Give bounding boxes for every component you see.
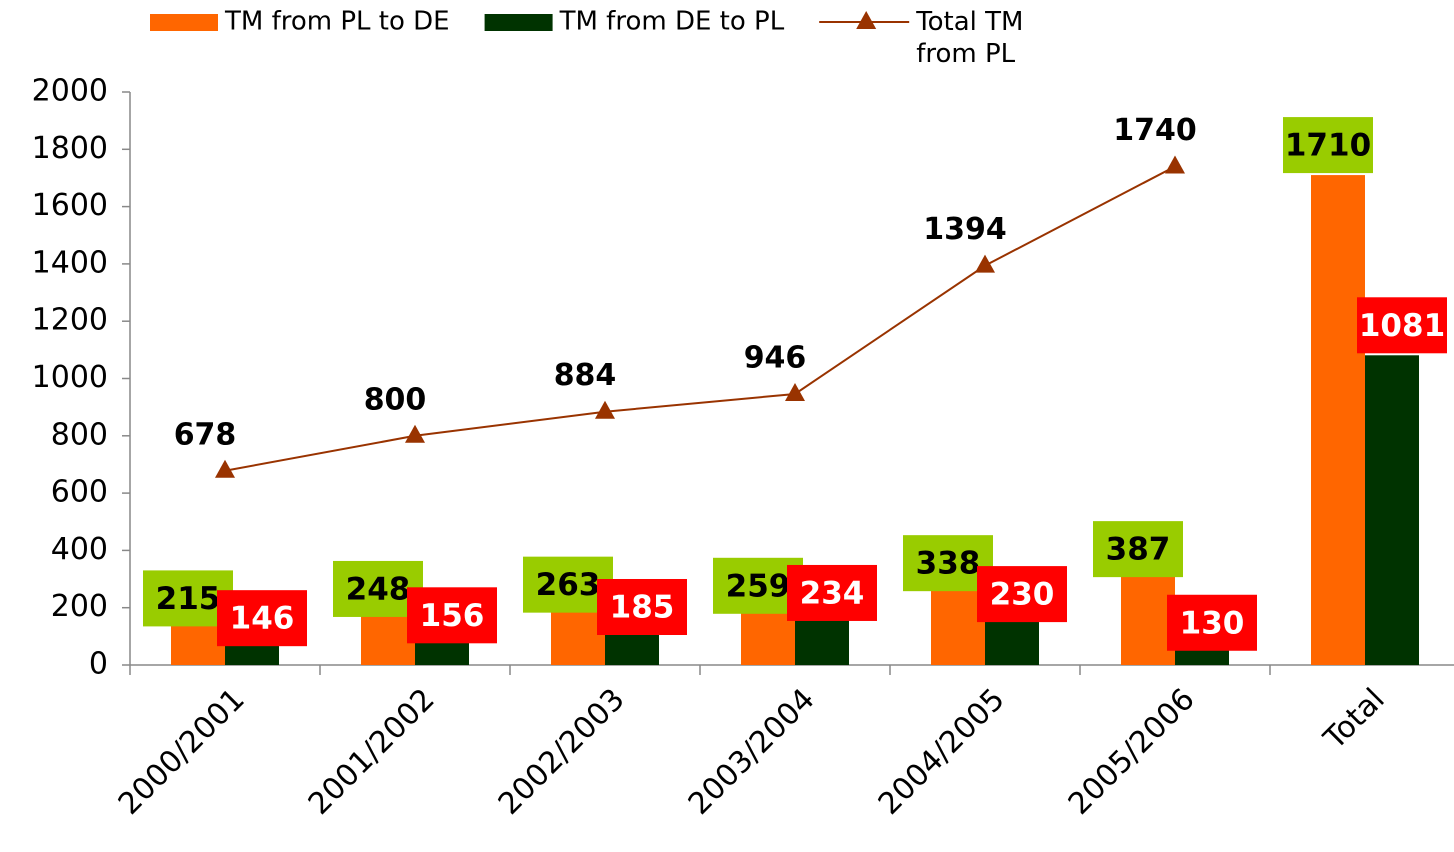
data-label: 130 [1180,605,1245,641]
line-marker [405,424,425,443]
data-label-box [217,590,307,647]
y-tick-label: 800 [51,417,108,452]
data-label: 946 [744,340,807,375]
y-tick-label: 400 [51,532,108,567]
legend-label: TM from PL to DE [224,7,450,37]
y-tick-label: 200 [51,589,108,624]
data-label-box [1167,594,1257,651]
data-label: 1081 [1359,308,1445,344]
data-label: 800 [364,382,427,417]
data-label-box [787,564,877,621]
data-label: 1740 [1113,113,1197,148]
data-label: 185 [610,589,675,625]
bar [1365,355,1419,665]
line-marker [1165,155,1185,174]
y-tick-label: 0 [89,647,108,682]
data-label: 234 [800,575,865,611]
y-tick-label: 1200 [32,303,108,338]
x-tick-label: 2004/2005 [872,682,1012,822]
data-label: 884 [554,358,617,393]
data-label: 230 [990,577,1055,613]
legend-item: Total TM from PL [819,7,1024,69]
legend-swatch [150,14,218,31]
x-tick-label: 2000/2001 [112,682,252,822]
data-label: 156 [420,598,485,634]
data-label-box [1357,297,1447,354]
y-tick-label: 1400 [32,245,108,280]
data-label: 1394 [923,212,1007,247]
data-label: 215 [156,581,221,617]
data-label: 263 [536,567,601,603]
y-tick-label: 600 [51,475,108,510]
y-tick-label: 1600 [32,188,108,223]
y-tick-label: 2000 [32,74,108,109]
data-label: 259 [726,568,791,604]
x-tick-label: Total [1317,682,1392,757]
legend-item: TM from DE to PL [484,7,785,37]
data-label-box [977,566,1067,623]
legend-swatch [484,14,553,31]
legend-item: TM from PL to DE [150,7,450,37]
legend-marker [856,11,877,29]
data-label-box [597,578,687,635]
line-marker [975,254,995,273]
line-marker [595,400,615,419]
line-marker [215,459,235,478]
data-label: 1710 [1285,128,1371,164]
line [224,165,1176,472]
legend-label: TM from DE to PL [559,7,785,37]
data-label: 387 [1106,532,1171,568]
data-label-box [1283,117,1373,174]
x-tick-label: 2003/2004 [682,682,822,822]
data-label: 248 [346,571,411,607]
x-tick-label: 2001/2002 [302,682,442,822]
x-tick-label: 2005/2006 [1062,682,1202,822]
data-label: 338 [916,546,981,582]
line-marker [785,382,805,401]
data-label: 146 [230,601,295,637]
data-label-box [1093,521,1183,578]
y-tick-label: 1800 [32,131,108,166]
x-tick-label: 2002/2003 [492,682,632,822]
y-tick-label: 1000 [32,360,108,395]
legend-label: Total TM from PL [915,7,1023,69]
bar [1311,175,1365,665]
data-label: 678 [174,417,237,452]
data-label-box [407,587,497,644]
